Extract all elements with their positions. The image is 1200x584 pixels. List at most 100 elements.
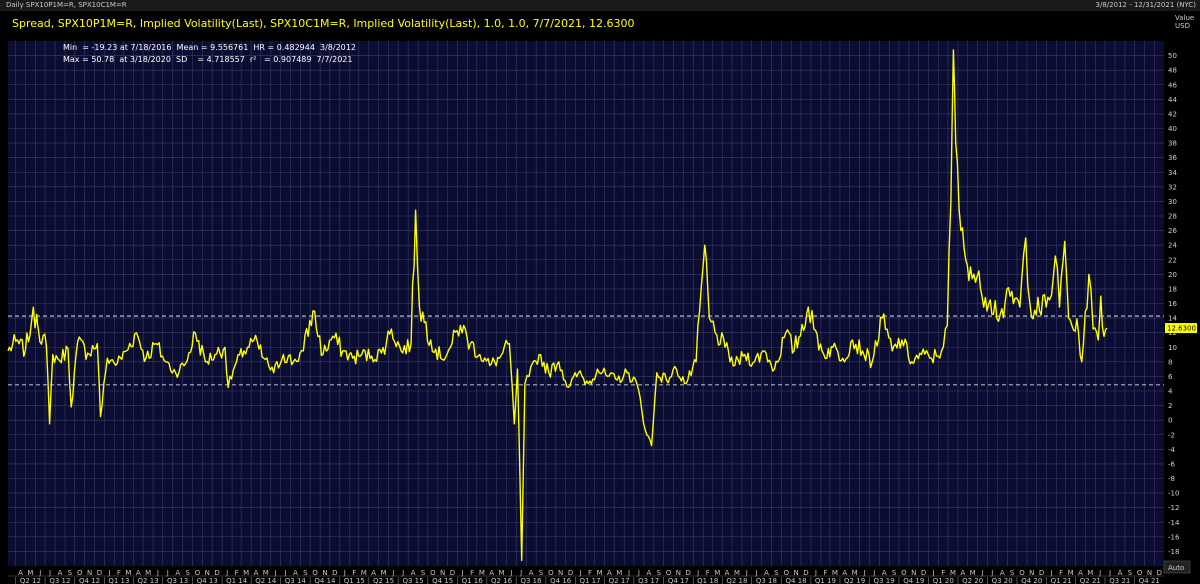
- x-month-label: N: [322, 569, 327, 577]
- y-tick-label: 40: [1168, 125, 1177, 133]
- x-month-label: J: [283, 569, 286, 577]
- x-quarter-label: Q4 12: [79, 577, 100, 584]
- stats-line-2: Max = 50.78 at 3/18/2020 SD = 4.718557 r…: [63, 55, 352, 64]
- y-tick-label: 20: [1168, 271, 1177, 279]
- x-month-label: D: [97, 569, 102, 577]
- x-month-label: M: [970, 569, 976, 577]
- x-quarter-label: Q3 16: [520, 577, 542, 584]
- x-month-label: J: [391, 569, 394, 577]
- x-month-label: D: [450, 569, 455, 577]
- x-month-label: M: [950, 569, 956, 577]
- x-month-label: S: [1010, 569, 1015, 577]
- x-month-label: M: [1068, 569, 1074, 577]
- x-month-label: A: [136, 569, 141, 577]
- x-month-label: A: [1000, 569, 1005, 577]
- x-month-label: A: [764, 569, 769, 577]
- x-month-label: S: [421, 569, 426, 577]
- series-group: [7, 49, 1108, 562]
- y-tick-label: -2: [1168, 431, 1175, 439]
- x-month-label: J: [38, 569, 41, 577]
- x-month-label: S: [1128, 569, 1133, 577]
- x-month-label: D: [686, 569, 691, 577]
- x-month-label: J: [578, 569, 581, 577]
- x-month-label: J: [932, 569, 935, 577]
- x-month-label: N: [793, 569, 798, 577]
- x-month-label: F: [117, 569, 121, 577]
- spread-chart: Spread, SPX10P1M=R, Implied Volatility(L…: [0, 11, 1200, 584]
- x-month-label: A: [842, 569, 847, 577]
- y-axis-unit: USD: [1175, 22, 1190, 30]
- y-tick-label: -18: [1168, 548, 1179, 556]
- x-month-label: A: [607, 569, 612, 577]
- y-tick-label: 10: [1168, 344, 1177, 352]
- x-month-label: A: [1078, 569, 1083, 577]
- x-quarter-label: Q3 18: [756, 577, 777, 584]
- x-month-label: D: [803, 569, 808, 577]
- y-tick-label: -8: [1168, 475, 1175, 483]
- x-month-label: J: [1050, 569, 1053, 577]
- x-quarter-label: Q4 14: [314, 577, 336, 584]
- x-month-label: N: [558, 569, 563, 577]
- x-month-label: J: [225, 569, 228, 577]
- x-month-label: N: [205, 569, 210, 577]
- x-month-label: F: [706, 569, 710, 577]
- y-tick-label: 6: [1168, 373, 1173, 381]
- y-tick-label: -16: [1168, 533, 1180, 541]
- x-month-label: O: [1019, 569, 1025, 577]
- x-quarter-label: Q2 14: [255, 577, 277, 584]
- x-month-label: N: [1147, 569, 1152, 577]
- x-month-label: S: [185, 569, 190, 577]
- y-tick-label: -6: [1168, 460, 1176, 468]
- x-month-label: S: [892, 569, 897, 577]
- x-month-label: A: [1118, 569, 1123, 577]
- x-month-label: M: [852, 569, 858, 577]
- x-quarter-label: Q3 14: [285, 577, 307, 584]
- x-axis: AQ2 12M J JQ3 12A S OQ4 12N D JQ1 13F M AQ2 13M J…: [8, 569, 1164, 584]
- x-quarter-label: Q2 12: [20, 577, 41, 584]
- x-month-label: M: [145, 569, 151, 577]
- x-quarter-label: Q3 15: [402, 577, 423, 584]
- x-quarter-label: Q2 13: [138, 577, 159, 584]
- x-month-label: S: [303, 569, 308, 577]
- y-tick-label: 38: [1168, 140, 1177, 148]
- title-bar: Daily SPX10P1M=R, SPX10C1M=R 3/8/2012 - …: [0, 0, 1200, 11]
- x-quarter-label: Q3 12: [49, 577, 70, 584]
- x-month-label: S: [68, 569, 73, 577]
- date-range: 3/8/2012 - 12/31/2021 (NYC): [1095, 1, 1196, 9]
- x-month-label: D: [214, 569, 219, 577]
- x-quarter-label: Q1 19: [815, 577, 836, 584]
- x-month-label: F: [823, 569, 827, 577]
- y-tick-label: 8: [1168, 358, 1172, 366]
- auto-scale-label: Auto: [1168, 564, 1184, 572]
- x-month-label: J: [980, 569, 983, 577]
- x-month-label: F: [235, 569, 239, 577]
- last-value-marker: 12.6300: [1165, 323, 1197, 334]
- auto-scale-button[interactable]: Auto: [1163, 560, 1191, 574]
- x-quarter-label: Q4 21: [1139, 577, 1160, 584]
- x-month-label: A: [175, 569, 180, 577]
- x-month-label: J: [509, 569, 512, 577]
- last-value-box: [1165, 323, 1197, 334]
- x-month-label: M: [832, 569, 838, 577]
- x-month-label: J: [274, 569, 277, 577]
- x-quarter-label: Q4 18: [786, 577, 807, 584]
- x-quarter-label: Q2 18: [726, 577, 747, 584]
- x-month-label: M: [27, 569, 33, 577]
- x-month-label: M: [380, 569, 386, 577]
- x-month-label: F: [941, 569, 945, 577]
- x-month-label: J: [627, 569, 630, 577]
- x-month-label: J: [990, 569, 993, 577]
- x-quarter-label: Q1 18: [697, 577, 718, 584]
- x-month-label: J: [166, 569, 169, 577]
- x-quarter-label: Q2 21: [1080, 577, 1101, 584]
- x-quarter-label: Q4 20: [1021, 577, 1042, 584]
- x-month-label: M: [479, 569, 485, 577]
- x-month-label: J: [1108, 569, 1111, 577]
- window-title: Daily SPX10P1M=R, SPX10C1M=R: [6, 1, 127, 9]
- x-month-label: A: [882, 569, 887, 577]
- x-month-label: F: [588, 569, 592, 577]
- x-month-label: N: [87, 569, 92, 577]
- y-tick-label: 28: [1168, 213, 1177, 221]
- x-month-label: J: [519, 569, 522, 577]
- x-month-label: M: [597, 569, 603, 577]
